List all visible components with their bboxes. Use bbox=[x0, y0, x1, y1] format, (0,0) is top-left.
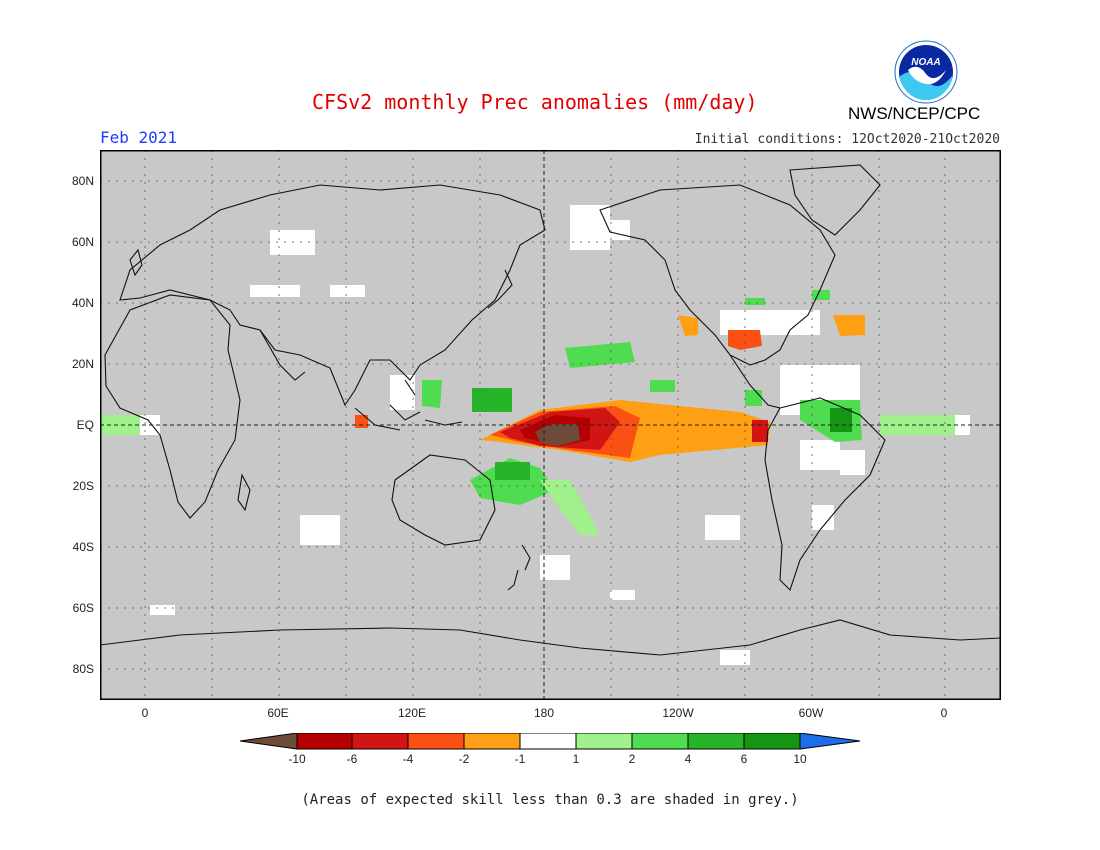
legend-label: -6 bbox=[346, 752, 358, 766]
lat-label: 40S bbox=[72, 540, 94, 554]
lat-label: 80N bbox=[71, 174, 94, 188]
australia-coast bbox=[391, 454, 496, 546]
madagascar-coast bbox=[237, 473, 251, 512]
skill-footnote: (Areas of expected skill less than 0.3 a… bbox=[301, 792, 799, 808]
legend-swatch bbox=[632, 733, 688, 749]
precip-anomaly-map bbox=[100, 150, 1001, 700]
uk-coast bbox=[129, 248, 143, 277]
lat-label: 40N bbox=[71, 296, 94, 310]
legend-arrow-high bbox=[800, 733, 860, 749]
legend-label: 4 bbox=[684, 752, 692, 766]
logo-text: NOAA bbox=[911, 57, 940, 68]
lat-label: 60S bbox=[72, 601, 94, 615]
newzealand-coast bbox=[507, 544, 531, 591]
legend-label: -10 bbox=[288, 752, 306, 766]
map-frame bbox=[100, 150, 1001, 700]
greenland-coast bbox=[789, 164, 881, 236]
legend-swatch bbox=[408, 733, 464, 749]
lon-label: 120W bbox=[662, 706, 694, 720]
forecast-month: Feb 2021 bbox=[100, 128, 178, 147]
africa-coast bbox=[104, 294, 241, 519]
lon-label: 0 bbox=[940, 706, 948, 720]
coastlines bbox=[100, 164, 1001, 656]
india-coast bbox=[259, 329, 306, 381]
lat-label: 60N bbox=[71, 235, 94, 249]
antarctica-coast bbox=[100, 619, 1001, 656]
lon-label: 0 bbox=[141, 706, 149, 720]
legend-label: 1 bbox=[572, 752, 580, 766]
north-america-coast bbox=[599, 184, 836, 366]
lon-label: 60E bbox=[267, 706, 289, 720]
legend-swatch bbox=[688, 733, 744, 749]
legend-label: 6 bbox=[740, 752, 748, 766]
legend-label: 10 bbox=[793, 752, 807, 766]
equator-dateline bbox=[100, 150, 1001, 700]
dry-anomaly-patches bbox=[355, 315, 865, 462]
south-america-coast bbox=[764, 397, 886, 592]
japan-coast bbox=[487, 269, 513, 309]
map-title: CFSv2 monthly Prec anomalies (mm/day) bbox=[312, 90, 758, 114]
lat-label: 80S bbox=[72, 662, 94, 676]
legend-swatch bbox=[297, 733, 352, 749]
wet-anomaly-patches bbox=[100, 290, 955, 535]
legend-label: 2 bbox=[628, 752, 636, 766]
lat-label: 20S bbox=[72, 479, 94, 493]
central-america-coast bbox=[729, 354, 781, 409]
legend-label: -1 bbox=[514, 752, 526, 766]
legend-arrow-low bbox=[240, 733, 297, 749]
noaa-logo: NOAA bbox=[894, 40, 958, 104]
legend-swatch bbox=[744, 733, 800, 749]
legend-swatch bbox=[464, 733, 520, 749]
legend-label: -2 bbox=[458, 752, 470, 766]
legend-swatch bbox=[352, 733, 408, 749]
legend-label: -4 bbox=[402, 752, 414, 766]
initial-conditions: Initial conditions: 12Oct2020-21Oct2020 bbox=[694, 132, 1000, 147]
lon-label: 120E bbox=[397, 706, 427, 720]
lon-label: 180 bbox=[533, 706, 555, 720]
eurasia-coast bbox=[119, 184, 546, 407]
lat-label: EQ bbox=[76, 418, 94, 432]
agency-label: NWS/NCEP/CPC bbox=[848, 104, 981, 123]
color-legend bbox=[240, 733, 861, 750]
lon-label: 60W bbox=[798, 706, 824, 720]
lat-label: 20N bbox=[71, 357, 94, 371]
legend-swatch bbox=[520, 733, 576, 749]
legend-swatch bbox=[576, 733, 632, 749]
